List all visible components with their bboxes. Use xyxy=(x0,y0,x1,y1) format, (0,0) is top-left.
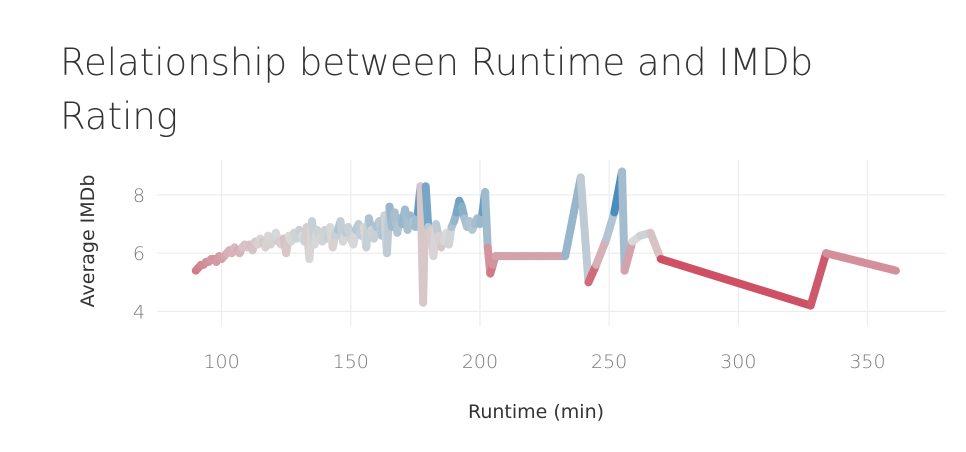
series-line xyxy=(191,167,900,310)
x-tick-label: 350 xyxy=(849,351,885,373)
y-tick-label: 4 xyxy=(133,301,145,323)
line-segment xyxy=(806,249,831,310)
x-axis-title: Runtime (min) xyxy=(468,401,604,423)
line-segment xyxy=(656,255,815,310)
y-axis-ticks: 4 6 8 xyxy=(133,185,145,323)
line-segment xyxy=(602,208,619,243)
y-axis-title: Average IMDb xyxy=(77,175,99,308)
line-segment xyxy=(421,182,433,231)
x-tick-label: 150 xyxy=(333,351,369,373)
line-segment xyxy=(646,228,665,264)
x-tick-label: 250 xyxy=(591,351,627,373)
y-tick-label: 8 xyxy=(133,185,145,207)
line-segment xyxy=(481,188,492,252)
x-tick-label: 100 xyxy=(203,351,239,373)
x-tick-label: 300 xyxy=(720,351,756,373)
y-tick-label: 6 xyxy=(133,243,145,265)
line-segment xyxy=(618,167,629,275)
x-axis-ticks: 100 150 200 250 300 350 xyxy=(203,351,885,373)
chart-title: Relationship between Runtime and IMDb Ra… xyxy=(60,41,814,138)
line-segment xyxy=(822,249,900,275)
line-segment xyxy=(620,237,637,275)
line-segment xyxy=(576,173,593,287)
x-tick-label: 200 xyxy=(462,351,498,373)
line-segment xyxy=(592,234,611,269)
